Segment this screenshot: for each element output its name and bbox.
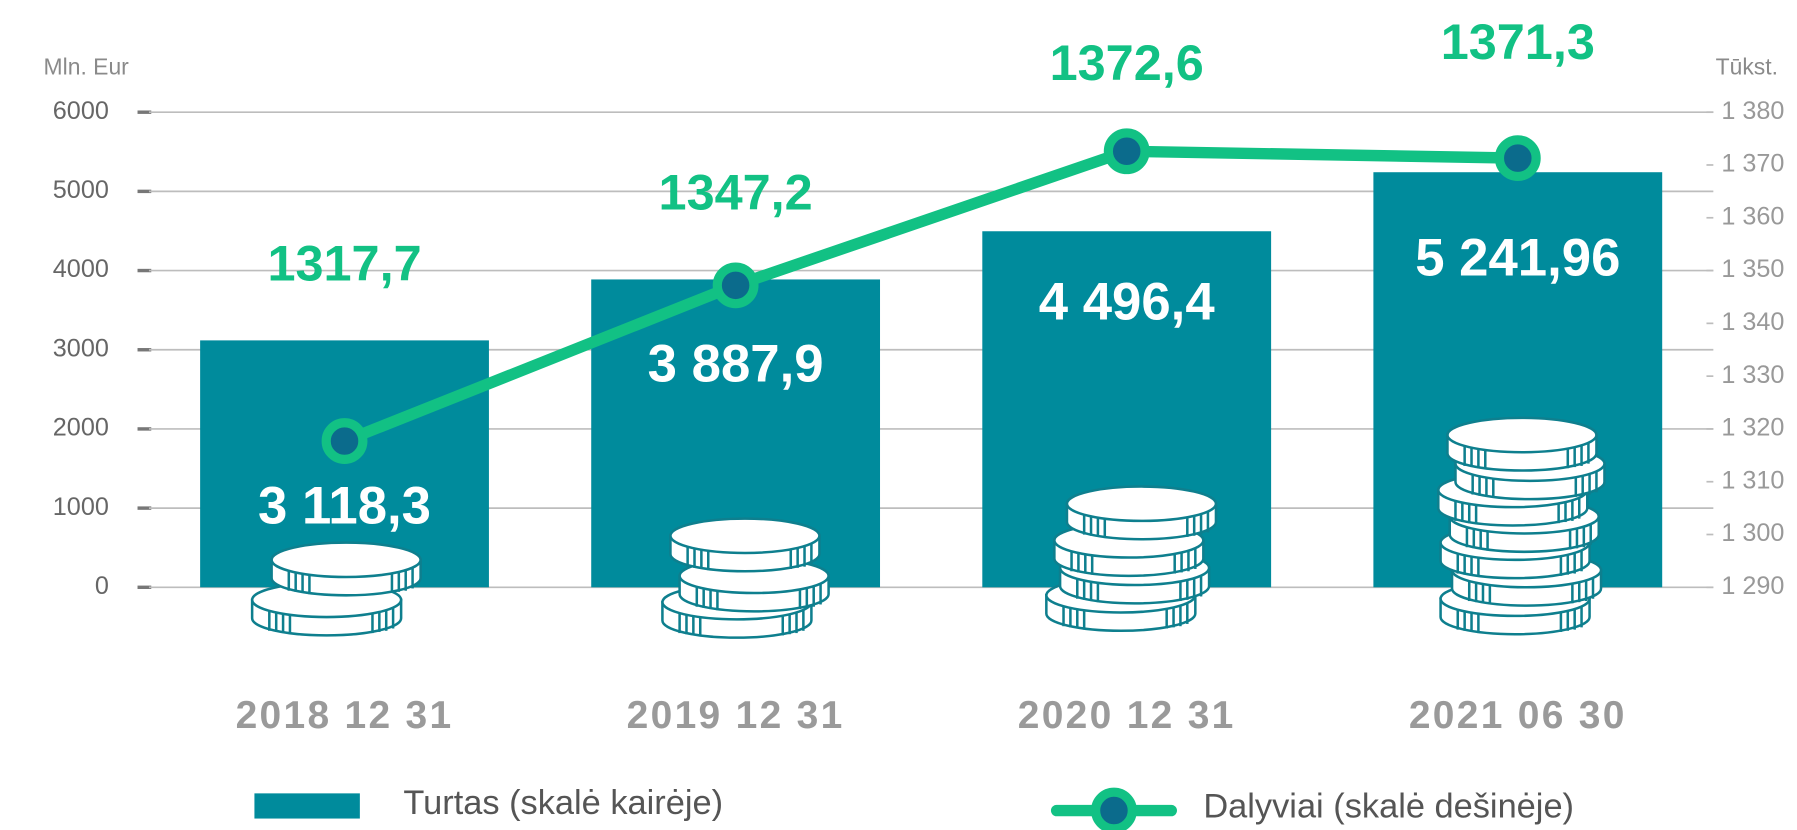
line: [342, 145, 1518, 447]
y-axis-label: Mln. Eur: [44, 54, 130, 80]
y-tick-label: 5000: [53, 176, 109, 204]
line-value-label: 1372,6: [1050, 34, 1204, 91]
legend-label: Dalyviai (skalė dešinėje): [1203, 787, 1574, 825]
line-value-label: 1371,3: [1441, 13, 1595, 70]
bar-value-label: 3 887,9: [648, 335, 824, 394]
y-tick-label: 2000: [53, 414, 109, 442]
line-marker: [712, 262, 759, 309]
y2-tick-label: 1 290: [1721, 572, 1784, 600]
x-tick-label: 2021 06 30: [1409, 694, 1627, 737]
y2-tick-label: 1 310: [1721, 466, 1784, 494]
legend-label: Turtas (skalė kairėje): [403, 784, 723, 822]
bar-value-label: 5 241,96: [1415, 228, 1620, 287]
y2-tick-label: 1 300: [1721, 519, 1784, 547]
x-tick-label: 2019 12 31: [627, 694, 845, 737]
y2-tick-label: 1 380: [1721, 97, 1784, 125]
line-marker: [321, 418, 368, 464]
overlay: 2018 12 31 2019 12 31 2020 12 31 2021 06 30…: [236, 13, 1627, 830]
y2-tick-label: 1 320: [1721, 414, 1784, 442]
legend-swatch: [254, 793, 360, 819]
y2-axis-label: Tūkst.: [1716, 54, 1778, 80]
line-marker: [1103, 128, 1150, 175]
y-tick-label: 3000: [53, 334, 109, 362]
legend-marker: [1091, 787, 1137, 830]
line-value-label: 1317,7: [267, 234, 421, 291]
y-tick-label: 1000: [53, 493, 109, 521]
y2-tick-label: 1 360: [1721, 202, 1784, 230]
bar-value-label: 3 118,3: [258, 477, 431, 536]
y2-tick-label: 1 330: [1721, 361, 1784, 389]
y-tick-label: 0: [95, 572, 109, 600]
y-tick-label: 6000: [53, 97, 109, 125]
line-value-label: 1347,2: [659, 163, 813, 220]
line-marker: [1494, 135, 1541, 182]
y2-tick-label: 1 340: [1721, 308, 1784, 336]
bar-value-label: 4 496,4: [1039, 273, 1216, 332]
x-tick-label: 2018 12 31: [236, 694, 454, 737]
y2-tick-label: 1 370: [1721, 150, 1784, 178]
bars: [200, 172, 1663, 588]
x-tick-label: 2020 12 31: [1018, 694, 1236, 737]
y2-tick-label: 1 350: [1721, 255, 1784, 283]
y-tick-label: 4000: [53, 255, 109, 283]
